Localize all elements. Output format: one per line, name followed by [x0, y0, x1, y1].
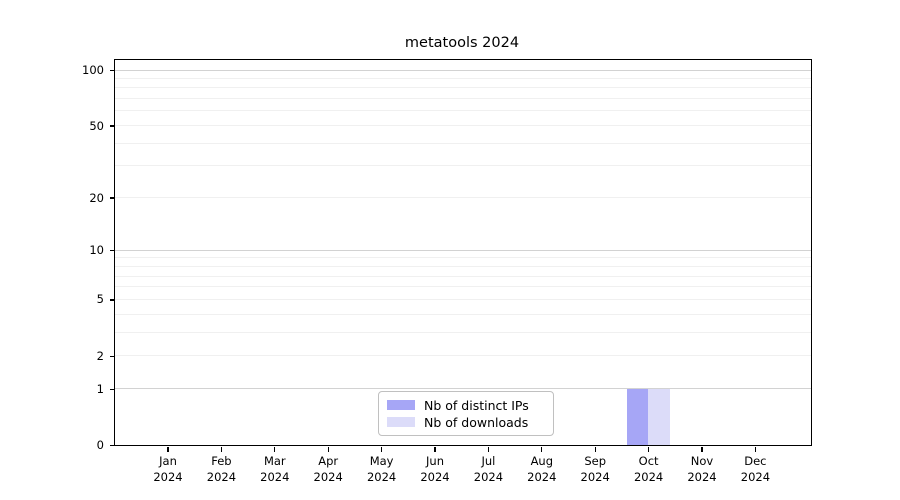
y-tick-label: 5: [96, 292, 104, 307]
x-tick-label: Jan 2024: [153, 454, 183, 484]
y-tick-label: 50: [89, 118, 104, 133]
x-tick: [754, 447, 757, 452]
gridline-minor: [115, 257, 811, 259]
gridline-minor: [115, 331, 811, 333]
gridline-minor: [115, 197, 811, 199]
x-tick: [701, 447, 703, 452]
legend-item-distinct-ips: Nb of distinct IPs: [387, 397, 544, 413]
gridline-minor: [115, 142, 811, 144]
y-tick: [110, 299, 115, 301]
x-tick: [487, 447, 490, 452]
legend-item-downloads: Nb of downloads: [387, 414, 544, 430]
gridline-minor: [115, 298, 811, 300]
chart-title: metatools 2024: [404, 35, 520, 51]
y-tick: [110, 197, 115, 199]
x-tick: [380, 447, 383, 452]
gridline-minor: [115, 313, 811, 315]
x-tick: [220, 447, 223, 452]
x-tick-label: May 2024: [366, 454, 397, 484]
legend-label-downloads: Nb of downloads: [424, 414, 529, 430]
y-tick-label: 20: [89, 190, 104, 205]
legend-swatch-downloads: [387, 417, 415, 427]
y-tick: [110, 250, 115, 252]
gridline-major: [115, 69, 811, 71]
y-tick: [110, 355, 115, 357]
gridline-minor: [115, 265, 811, 267]
x-tick-label: Feb 2024: [206, 454, 237, 484]
gridline-major: [115, 388, 811, 390]
y-tick: [110, 444, 115, 447]
y-tick-label: 1: [96, 381, 104, 396]
legend-label-distinct-ips: Nb of distinct IPs: [424, 397, 529, 413]
x-tick-label: Dec 2024: [740, 454, 771, 484]
y-tick: [110, 125, 115, 127]
x-tick: [434, 447, 436, 452]
y-tick-label: 0: [96, 438, 104, 452]
y-tick-label: 10: [89, 243, 104, 258]
x-tick: [167, 447, 169, 452]
gridline-minor: [115, 77, 811, 79]
x-tick-label: Mar 2024: [260, 454, 290, 484]
x-tick: [594, 447, 596, 452]
x-tick: [274, 447, 276, 452]
bar-nb-of-distinct-ips: [626, 388, 649, 445]
y-tick-label: 2: [96, 348, 104, 363]
gridline-minor: [115, 125, 811, 127]
y-tick: [110, 388, 115, 390]
x-tick-label: Jul 2024: [473, 454, 504, 484]
x-tick-label: Sep 2024: [580, 454, 610, 484]
x-tick: [647, 447, 650, 452]
x-tick-label: Nov 2024: [687, 454, 717, 484]
plot-area: [114, 59, 812, 446]
gridline-minor: [115, 165, 811, 167]
x-tick-label: Apr 2024: [313, 454, 343, 484]
gridline-minor: [115, 275, 811, 277]
gridline-minor: [115, 110, 811, 112]
x-tick-label: Oct 2024: [633, 454, 664, 484]
gridline-minor: [115, 286, 811, 288]
legend: Nb of distinct IPs Nb of downloads: [378, 391, 554, 436]
gridline-major: [115, 249, 811, 251]
y-tick: [110, 69, 115, 72]
x-tick-label: Jun 2024: [420, 454, 450, 484]
x-tick-label: Aug 2024: [527, 454, 557, 484]
x-tick: [541, 447, 543, 452]
gridline-minor: [115, 98, 811, 100]
y-tick-label: 100: [82, 63, 104, 77]
legend-swatch-distinct-ips: [387, 400, 415, 410]
gridline-minor: [115, 355, 811, 357]
bar-nb-of-downloads: [648, 388, 670, 445]
gridline-minor: [115, 87, 811, 89]
x-tick: [327, 447, 329, 452]
